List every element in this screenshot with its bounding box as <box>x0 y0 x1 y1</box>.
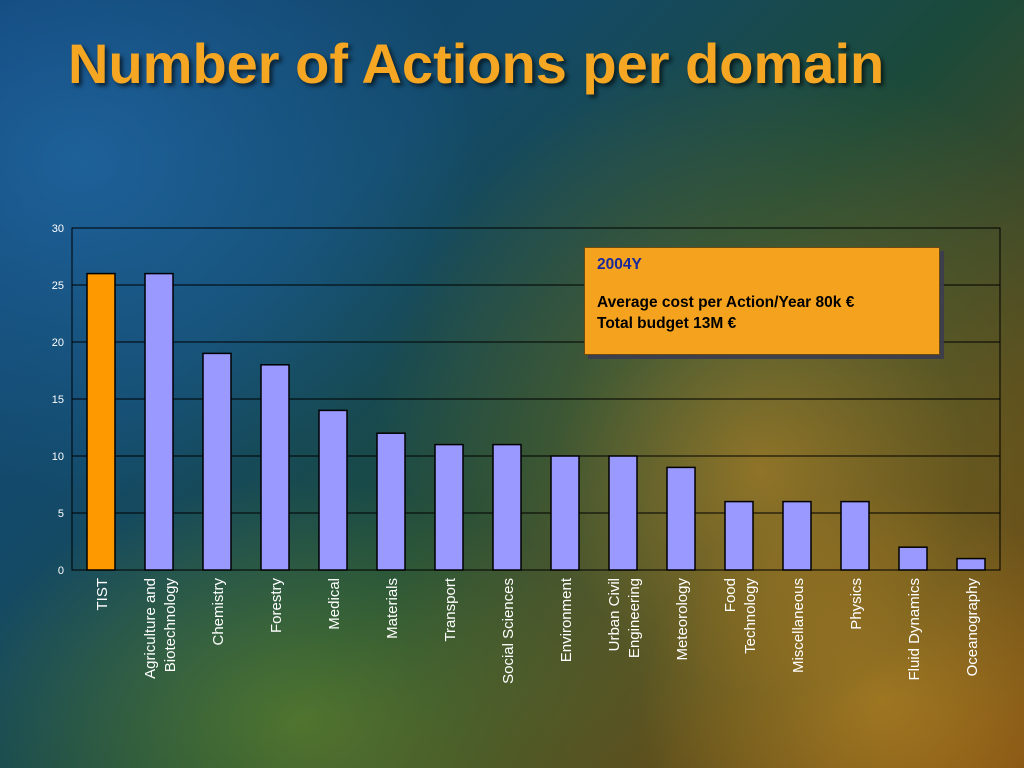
category-label: Oceanography <box>964 578 981 677</box>
bar <box>318 409 348 571</box>
category-label-line: Physics <box>848 578 865 630</box>
category-label-line: Agriculture and <box>142 578 159 679</box>
category-label-line: Miscellaneous <box>790 578 807 673</box>
bar <box>144 272 174 571</box>
y-tick-label: 10 <box>52 451 64 463</box>
category-label-line: Engineering <box>626 578 643 658</box>
category-label: Miscellaneous <box>790 578 807 673</box>
category-label: Environment <box>558 577 575 662</box>
bar <box>840 500 870 571</box>
bar <box>260 364 290 571</box>
bar <box>782 500 812 571</box>
bar <box>724 500 754 571</box>
category-label: Urban Civil Engineering <box>606 578 643 658</box>
category-label-line: Oceanography <box>964 578 981 677</box>
category-label-line: Environment <box>558 577 575 662</box>
category-label-line: Transport <box>442 577 459 641</box>
category-label-line: Urban Civil <box>606 578 623 651</box>
page-title: Number of Actions per domain <box>68 32 885 95</box>
y-tick-label: 5 <box>58 508 64 520</box>
bar <box>434 443 464 571</box>
category-label: Fluid Dynamics <box>906 578 923 681</box>
bar <box>202 352 232 571</box>
y-tick-label: 20 <box>52 337 64 349</box>
category-label-line: Fluid Dynamics <box>906 578 923 681</box>
bar <box>898 546 928 571</box>
y-tick-label: 0 <box>58 565 64 577</box>
category-label: TIST <box>94 578 111 611</box>
info-callout: 2004Y Average cost per Action/Year 80k €… <box>584 247 940 355</box>
category-label: Forestry <box>268 578 285 634</box>
bar <box>492 443 522 571</box>
bar <box>550 455 580 571</box>
y-tick-label: 30 <box>52 223 64 235</box>
category-label: Medical <box>326 578 343 630</box>
category-label-line: Materials <box>384 578 401 639</box>
category-label: Meteorology <box>674 578 691 661</box>
callout-year: 2004Y <box>597 256 642 273</box>
category-label-line: Biotechnology <box>162 578 179 673</box>
callout-total-budget: Total budget 13M € <box>597 315 737 332</box>
bar <box>608 455 638 571</box>
category-label: Materials <box>384 578 401 639</box>
category-label-line: Meteorology <box>674 578 691 661</box>
category-label-line: Forestry <box>268 578 285 634</box>
category-label: Social Sciences <box>500 578 517 684</box>
category-label: Food Technology <box>722 578 759 654</box>
category-label: Physics <box>848 578 865 630</box>
bar <box>86 272 116 571</box>
category-label-line: Food <box>722 578 739 612</box>
bar <box>376 432 406 571</box>
callout-average-cost: Average cost per Action/Year 80k € <box>597 294 855 311</box>
bar <box>956 557 986 571</box>
y-tick-label: 15 <box>52 394 64 406</box>
category-label-line: Technology <box>742 578 759 654</box>
bar <box>666 466 696 571</box>
category-label-line: Social Sciences <box>500 578 517 684</box>
category-label: Chemistry <box>210 578 227 646</box>
category-label-line: TIST <box>94 578 111 611</box>
y-tick-label: 25 <box>52 280 64 292</box>
category-label-line: Chemistry <box>210 578 227 646</box>
category-label: Transport <box>442 577 459 641</box>
category-label-line: Medical <box>326 578 343 630</box>
category-label: Agriculture and Biotechnology <box>142 578 179 679</box>
